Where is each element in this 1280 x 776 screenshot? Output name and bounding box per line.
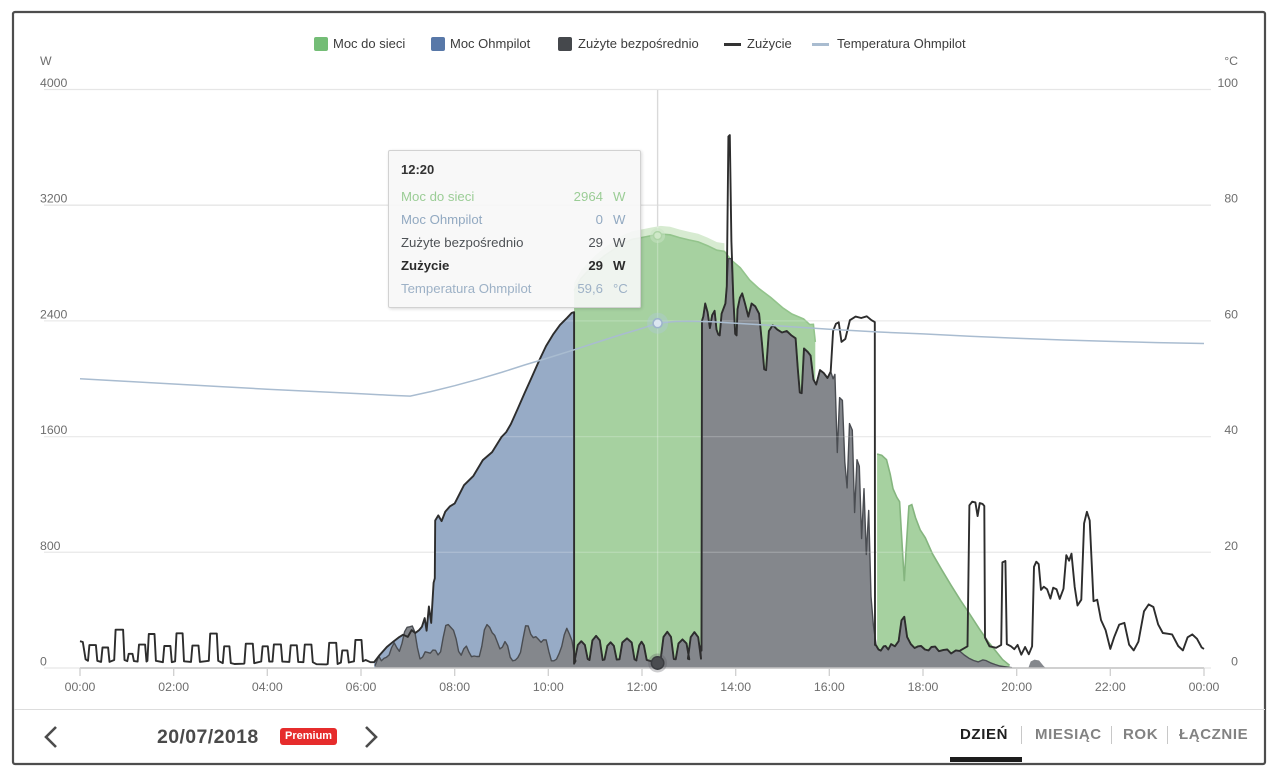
svg-text:22:00: 22:00 (1095, 680, 1126, 694)
svg-text:10:00: 10:00 (533, 680, 564, 694)
svg-text:80: 80 (1224, 192, 1238, 206)
svg-text:00:00: 00:00 (65, 680, 96, 694)
svg-text:°C: °C (1224, 54, 1238, 68)
svg-text:3200: 3200 (40, 192, 68, 206)
svg-text:800: 800 (40, 539, 61, 553)
svg-text:100: 100 (1217, 76, 1238, 90)
svg-text:W: W (40, 54, 52, 68)
svg-text:00:00: 00:00 (1189, 680, 1220, 694)
svg-text:40: 40 (1224, 423, 1238, 437)
svg-text:20:00: 20:00 (1001, 680, 1032, 694)
svg-text:20: 20 (1224, 539, 1238, 553)
svg-text:08:00: 08:00 (439, 680, 470, 694)
svg-text:04:00: 04:00 (252, 680, 283, 694)
svg-text:0: 0 (1231, 655, 1238, 669)
svg-text:4000: 4000 (40, 76, 68, 90)
svg-text:02:00: 02:00 (158, 680, 189, 694)
svg-text:14:00: 14:00 (720, 680, 751, 694)
svg-text:60: 60 (1224, 307, 1238, 321)
svg-text:2400: 2400 (40, 307, 68, 321)
svg-text:0: 0 (40, 655, 47, 669)
svg-text:12:00: 12:00 (627, 680, 658, 694)
svg-text:1600: 1600 (40, 423, 68, 437)
svg-text:18:00: 18:00 (908, 680, 939, 694)
svg-text:16:00: 16:00 (814, 680, 845, 694)
svg-text:06:00: 06:00 (346, 680, 377, 694)
